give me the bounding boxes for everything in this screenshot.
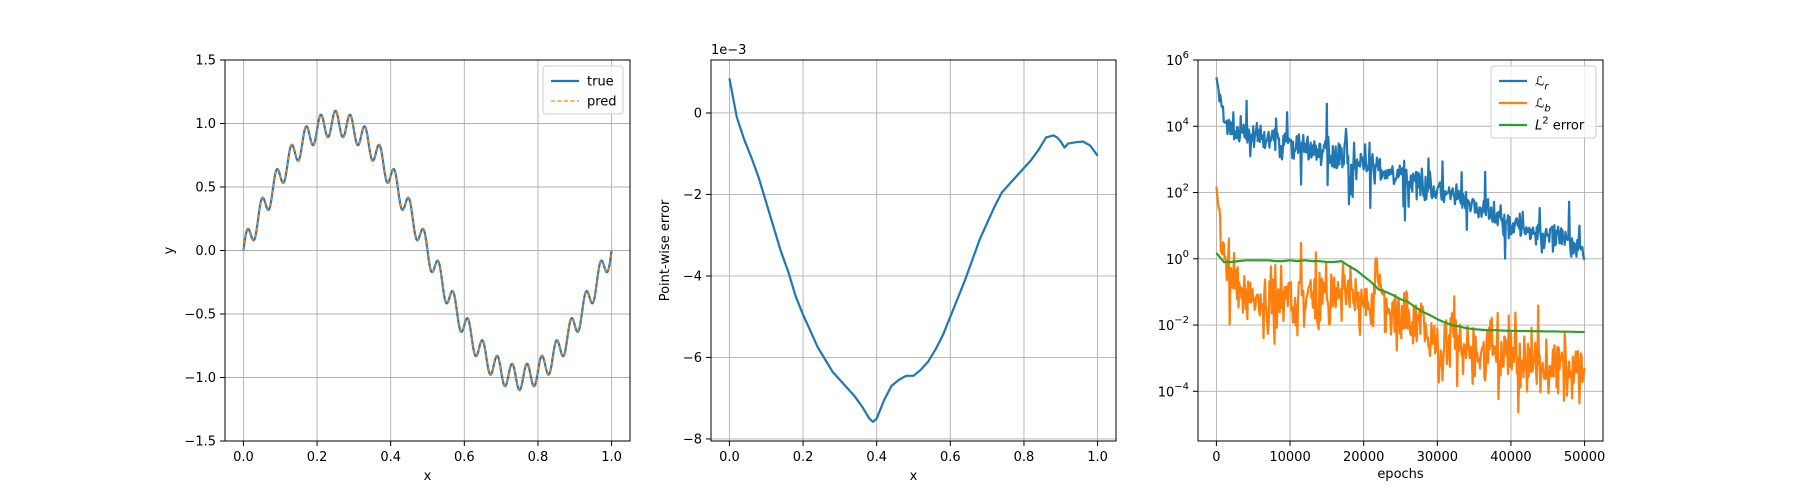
x-tick-label: 1.0 [1087,450,1108,465]
y-tick-label-exponent: 2 [1183,183,1189,194]
series-line-error [728,78,1099,423]
y-tick-label: −1.0 [184,371,216,386]
x-tick-label: 10000 [1269,450,1310,465]
x-tick-label: 0.8 [1014,450,1035,465]
x-tick-label: 0.2 [307,450,328,465]
y-tick-label: 0 [694,106,702,121]
y-tick-label: 1.0 [195,117,216,132]
x-axis-label: epochs [1377,467,1424,482]
y-tick-label: 0.5 [195,181,216,196]
x-tick-label: 0.2 [793,450,814,465]
subplot-training-losses: 0 10000 20000 30000 40000 5000010−410−2100102… [1158,50,1606,482]
y-tick-label-base: 10 [1158,385,1175,400]
series-line-pred [242,110,613,391]
legend-label-l2: L2 error [1535,116,1585,134]
legend: true pred [542,65,624,115]
y-tick-label-base: 10 [1158,319,1175,334]
legend-box [542,65,624,115]
y-tick-label: 0.0 [195,244,216,259]
y-tick-label-base: 10 [1166,187,1183,202]
x-tick-label: 0.4 [380,450,401,465]
y-tick-label: 1.5 [195,54,216,69]
legend-label-b: ℒb [1535,97,1551,115]
y-axis-label: y [162,246,177,254]
x-axis-label: x [910,469,918,484]
y-axis-label: Point-wise error [658,199,673,301]
x-tick-label: 0.0 [719,450,740,465]
y-tick-label: −0.5 [184,308,216,323]
series-line-loss-r [1215,77,1586,261]
y-tick-label: 104 [1166,116,1189,135]
x-tick-label: 0.8 [528,450,549,465]
legend-label-l2-suffix: error [1549,119,1585,134]
axes-frame [710,59,1117,442]
x-tick-label: 0.6 [454,450,475,465]
legend-label-l2-symbol: L [1535,119,1542,134]
x-tick-label: 20000 [1343,450,1384,465]
series-line-l2-error [1215,252,1585,334]
x-tick-label: 1.0 [601,450,622,465]
legend-label-r: ℒr [1535,75,1549,93]
series-line-loss-b [1215,186,1586,414]
legend-label-r-subscript: r [1544,82,1549,93]
y-tick-label-exponent: −4 [1174,381,1189,392]
y-tick-label: −1.5 [184,435,216,450]
y-tick-label: 100 [1166,249,1189,268]
legend-label-b-symbol: ℒ [1535,97,1544,112]
legend-label-r-symbol: ℒ [1535,75,1544,90]
y-tick-label-base: 10 [1166,54,1183,69]
legend-label-true: true [587,75,614,90]
y-tick-label-exponent: 4 [1183,116,1189,127]
subplot-pointwise-error: 0.0 0.2 0.4 0.6 0.8 1.0 0 −2 −4 −6 −8 1e−3 x Point-wi… [658,43,1117,484]
subplot-function-fit: 0.0 0.2 0.4 0.6 0.8 1.0 −1.5 −1.0 −0.5 0.0 0.5 1.0 1… [162,54,631,484]
x-axis-label: x [424,469,432,484]
x-tick-label: 0.4 [866,450,887,465]
y-tick-label: −4 [683,269,702,284]
y-tick-label-base: 10 [1166,120,1183,135]
axes-frame [1197,59,1604,442]
y-tick-label: 106 [1166,50,1189,69]
y-tick-label: −8 [683,432,702,447]
x-tick-label: 0 [1212,450,1220,465]
y-tick-label-exponent: 6 [1183,50,1189,61]
legend-box [1490,65,1597,139]
x-tick-label: 40000 [1490,450,1531,465]
legend-label-pred: pred [587,95,617,110]
y-tick-label: −2 [683,188,702,203]
x-tick-label: 0.6 [940,450,961,465]
x-tick-label: 50000 [1564,450,1605,465]
legend-label-l2-superscript: 2 [1542,116,1548,127]
y-tick-label: 10−4 [1158,381,1189,400]
y-tick-label-exponent: −2 [1174,315,1189,326]
x-tick-label: 30000 [1417,450,1458,465]
y-offset-label: 1e−3 [711,43,746,58]
legend-label-b-subscript: b [1544,104,1550,115]
x-tick-label: 0.0 [233,450,254,465]
y-tick-label: 102 [1166,183,1189,202]
y-tick-label: 10−2 [1158,315,1189,334]
y-tick-label-base: 10 [1166,253,1183,268]
y-tick-label-exponent: 0 [1183,249,1189,260]
y-tick-label: −6 [683,351,702,366]
